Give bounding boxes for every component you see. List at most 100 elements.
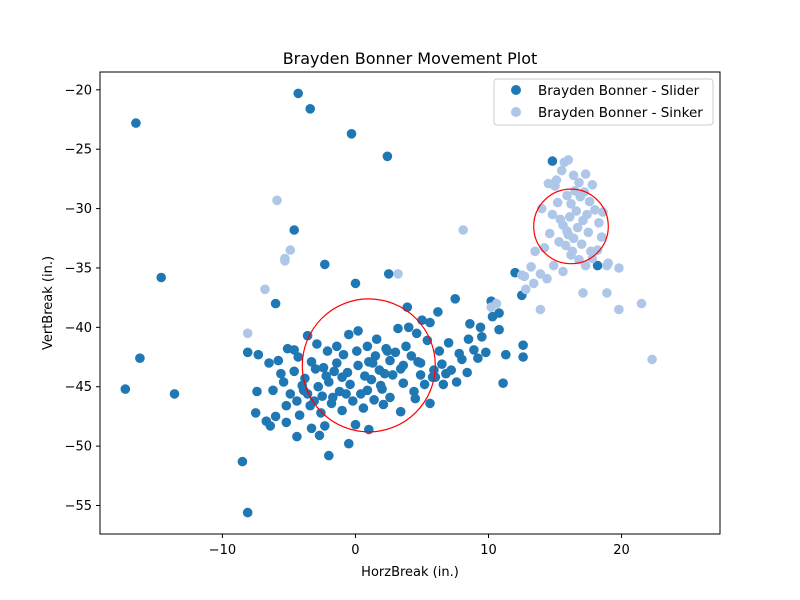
data-point [578,288,588,298]
data-point [494,308,504,318]
data-point [518,340,528,351]
data-point [324,377,334,387]
data-point [571,206,582,216]
data-point [451,377,462,387]
data-point [462,367,473,378]
data-point [367,358,378,368]
data-point [393,269,403,279]
data-point [441,368,451,379]
data-point [120,384,131,394]
data-point [450,294,461,304]
legend: Brayden Bonner - Slider Brayden Bonner -… [493,78,714,126]
data-point [270,411,281,422]
data-point [278,377,289,387]
data-point [477,332,487,342]
data-point [410,393,421,404]
chart-title: Brayden Bonner Movement Plot [283,49,538,68]
data-point [313,381,324,392]
data-point [306,423,317,434]
data-point [346,129,357,139]
data-point [592,260,603,271]
data-point [542,273,552,284]
data-point [281,417,292,428]
data-point [285,245,296,255]
data-point [242,347,253,358]
data-point [403,322,414,333]
data-point [289,366,300,377]
x-tick-label: −10 [209,543,236,558]
data-point [385,355,395,366]
data-point [583,227,594,238]
data-point [475,322,486,333]
data-point [156,272,166,283]
data-point [543,178,554,189]
data-point [552,197,563,208]
data-point [566,199,576,209]
series-0 [120,88,603,518]
data-point [437,359,447,370]
data-point [598,207,608,217]
data-point [293,352,304,362]
data-point [438,379,449,390]
data-point [276,368,286,379]
data-point [242,507,253,518]
data-point [387,370,398,380]
data-point [353,360,363,371]
data-point [587,253,598,264]
x-axis-label: HorzBreak (in.) [361,565,459,580]
data-point [409,386,419,397]
data-point [273,355,284,366]
data-point [398,378,409,389]
data-point [556,165,567,176]
data-point [486,302,497,313]
data-point [544,228,555,239]
legend-box [493,78,714,126]
data-point [352,346,362,356]
data-point [383,269,394,279]
data-point [498,378,508,389]
data-point [362,385,373,396]
data-point [332,341,342,352]
data-point [348,396,358,406]
data-point [419,379,430,390]
data-point [417,315,427,326]
data-point [260,284,270,295]
data-point [398,360,409,371]
x-axis-ticks: −10 0 10 20 [209,534,630,558]
data-point [547,209,558,220]
y-tick-label: −40 [65,321,92,336]
data-point [555,214,566,225]
data-point [443,338,454,348]
x-tick-label: 10 [480,543,497,558]
data-point [518,352,528,362]
data-point [602,260,612,271]
data-point [580,169,591,179]
data-point [458,225,469,235]
data-point [264,358,274,368]
data-point [270,298,281,309]
legend-label-sinker: Brayden Bonner - Sinker [538,105,703,121]
data-point [535,304,546,315]
data-point [614,263,624,273]
data-point [316,408,326,418]
data-point [360,371,370,381]
data-point [390,347,401,358]
data-point [169,389,180,399]
data-point [594,218,604,228]
data-point [345,379,355,390]
data-point [285,389,296,399]
annotations-layer [301,188,609,433]
data-point [586,246,596,257]
data-point [317,391,328,402]
data-point [602,288,612,298]
data-point [572,222,583,233]
data-point [292,431,302,442]
data-point [131,118,141,128]
y-tick-label: −50 [65,440,92,455]
data-point [353,326,363,336]
data-point [425,317,435,328]
data-point [429,365,439,375]
data-point [395,406,406,417]
data-point [551,175,562,185]
